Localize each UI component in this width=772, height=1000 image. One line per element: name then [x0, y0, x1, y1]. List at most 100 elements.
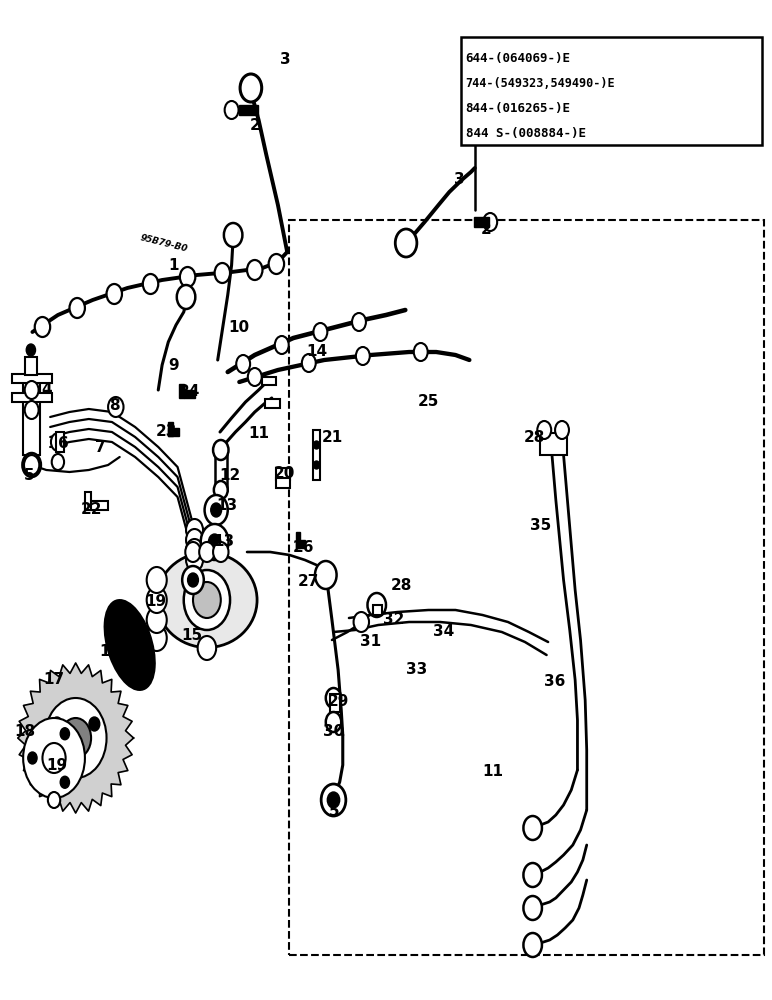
Circle shape: [211, 503, 222, 517]
Circle shape: [147, 587, 167, 613]
Circle shape: [184, 570, 230, 630]
Circle shape: [248, 368, 262, 386]
Bar: [179, 384, 184, 398]
Text: 23: 23: [155, 424, 177, 440]
Circle shape: [269, 254, 284, 274]
Circle shape: [107, 284, 122, 304]
Circle shape: [213, 542, 229, 562]
Circle shape: [143, 274, 158, 294]
Text: 5: 5: [329, 804, 340, 820]
Bar: [474, 217, 489, 227]
Text: 3: 3: [454, 172, 465, 188]
Circle shape: [205, 495, 228, 525]
Circle shape: [326, 712, 341, 732]
Circle shape: [69, 298, 85, 318]
Bar: [262, 377, 276, 385]
Circle shape: [555, 421, 569, 439]
Circle shape: [186, 539, 203, 561]
Circle shape: [199, 542, 215, 562]
Circle shape: [188, 573, 198, 587]
Text: 11: 11: [482, 764, 503, 780]
Bar: [25, 357, 37, 375]
Circle shape: [180, 267, 195, 287]
Circle shape: [326, 688, 341, 708]
Text: 744-(549323,549490-)E: 744-(549323,549490-)E: [466, 77, 615, 90]
Circle shape: [25, 381, 39, 399]
Polygon shape: [18, 663, 134, 813]
Bar: [540, 433, 567, 455]
Text: 6: 6: [58, 436, 69, 450]
Circle shape: [315, 561, 337, 589]
Circle shape: [236, 355, 250, 373]
Circle shape: [523, 933, 542, 957]
Text: 95B79-B0: 95B79-B0: [139, 233, 188, 254]
Text: 29: 29: [327, 694, 349, 710]
Circle shape: [185, 542, 201, 562]
Circle shape: [321, 784, 346, 816]
Circle shape: [327, 792, 340, 808]
Text: 5: 5: [24, 468, 35, 484]
Bar: [373, 605, 382, 615]
Bar: [23, 375, 40, 455]
Circle shape: [523, 816, 542, 840]
Circle shape: [22, 453, 41, 477]
Text: 19: 19: [46, 758, 68, 772]
Bar: [85, 501, 108, 510]
Text: 7: 7: [95, 440, 106, 454]
Bar: [184, 390, 195, 398]
Circle shape: [537, 421, 551, 439]
Circle shape: [147, 625, 167, 651]
Text: 24: 24: [178, 384, 200, 399]
Text: 27: 27: [298, 574, 320, 589]
Text: 13: 13: [216, 497, 238, 512]
Circle shape: [224, 223, 242, 247]
Circle shape: [352, 313, 366, 331]
Circle shape: [201, 524, 229, 560]
Circle shape: [395, 229, 417, 257]
Bar: [276, 478, 290, 488]
Bar: [12, 374, 52, 383]
Circle shape: [60, 728, 69, 740]
Bar: [296, 532, 300, 548]
Bar: [168, 428, 179, 436]
Circle shape: [52, 717, 63, 731]
Text: 1: 1: [168, 257, 179, 272]
Circle shape: [147, 607, 167, 633]
Text: 20: 20: [273, 466, 295, 481]
Circle shape: [313, 461, 320, 469]
Text: 844-(016265-)E: 844-(016265-)E: [466, 102, 571, 115]
Bar: [276, 468, 290, 480]
Text: 28: 28: [523, 430, 545, 446]
Bar: [215, 452, 227, 490]
Text: 2: 2: [481, 223, 492, 237]
Text: 10: 10: [229, 320, 250, 336]
Circle shape: [313, 441, 320, 449]
Circle shape: [313, 323, 327, 341]
Circle shape: [60, 718, 91, 758]
Text: 33: 33: [406, 662, 428, 678]
Circle shape: [193, 582, 221, 618]
Circle shape: [414, 343, 428, 361]
Text: 30: 30: [323, 724, 344, 740]
Text: 34: 34: [433, 624, 455, 640]
Circle shape: [23, 718, 85, 798]
Circle shape: [247, 260, 262, 280]
Text: 17: 17: [43, 672, 65, 688]
Circle shape: [356, 347, 370, 365]
Circle shape: [51, 433, 65, 451]
Circle shape: [208, 534, 221, 550]
Circle shape: [367, 593, 386, 617]
Text: 28: 28: [391, 578, 412, 592]
Text: 11: 11: [248, 426, 269, 440]
Circle shape: [24, 455, 39, 475]
Circle shape: [302, 354, 316, 372]
Bar: [265, 399, 280, 408]
Circle shape: [147, 567, 167, 593]
Bar: [239, 105, 258, 115]
Circle shape: [108, 397, 124, 417]
Circle shape: [182, 566, 204, 594]
Circle shape: [26, 344, 36, 356]
Text: 844 S-(008884-)E: 844 S-(008884-)E: [466, 127, 585, 140]
Bar: [85, 492, 91, 510]
Text: 35: 35: [530, 518, 551, 532]
